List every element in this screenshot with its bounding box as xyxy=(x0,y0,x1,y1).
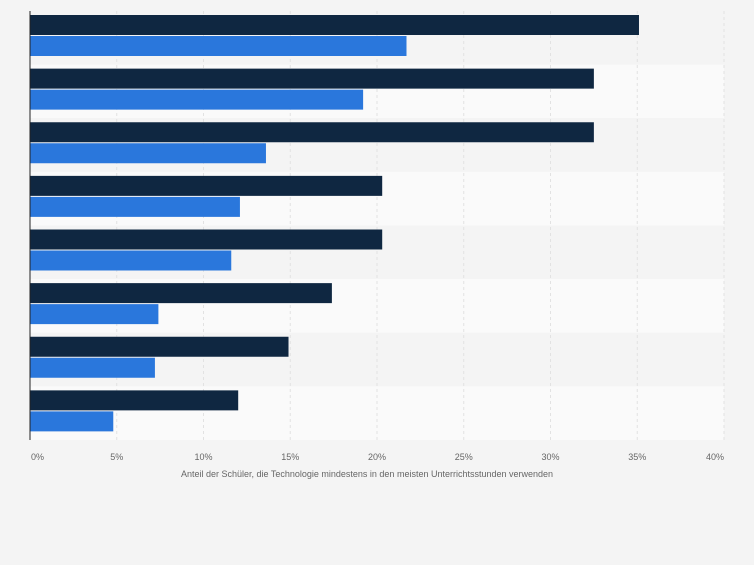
bar xyxy=(30,122,594,143)
bar xyxy=(30,89,364,110)
bar xyxy=(30,411,114,432)
x-tick-label: 10% xyxy=(194,452,212,462)
bar xyxy=(30,229,383,250)
bar xyxy=(30,250,232,271)
bar xyxy=(30,304,159,325)
bar xyxy=(30,143,266,164)
bar xyxy=(30,175,383,196)
bar xyxy=(30,283,332,304)
x-tick-label: 15% xyxy=(281,452,299,462)
x-tick-label: 30% xyxy=(541,452,559,462)
bar xyxy=(30,15,639,35)
x-axis-label: Anteil der Schüler, die Technologie mind… xyxy=(181,469,553,479)
bar xyxy=(30,68,594,89)
x-tick-label: 20% xyxy=(368,452,386,462)
x-tick-label: 25% xyxy=(455,452,473,462)
x-tick-label: 35% xyxy=(628,452,646,462)
bar xyxy=(30,336,289,357)
bar xyxy=(30,196,240,217)
x-tick-label: 5% xyxy=(110,452,123,462)
bar xyxy=(30,36,407,56)
bar xyxy=(30,357,155,378)
bars xyxy=(30,15,639,432)
x-tick-label: 0% xyxy=(31,452,44,462)
x-tick-label: 40% xyxy=(706,452,724,462)
bar xyxy=(30,390,239,411)
x-tick-labels: 0% 5% 10% 15% 20% 25% 30% 35% 40% xyxy=(31,452,724,462)
